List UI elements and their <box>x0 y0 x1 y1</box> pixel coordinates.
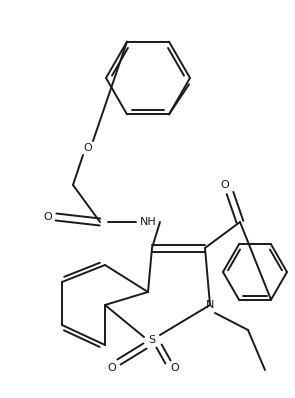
Text: N: N <box>206 300 214 310</box>
Text: NH: NH <box>140 217 156 227</box>
Text: O: O <box>44 212 53 222</box>
Text: O: O <box>171 363 179 373</box>
Text: O: O <box>83 143 92 153</box>
Text: S: S <box>148 335 155 345</box>
Text: O: O <box>221 180 230 190</box>
Text: O: O <box>108 363 116 373</box>
